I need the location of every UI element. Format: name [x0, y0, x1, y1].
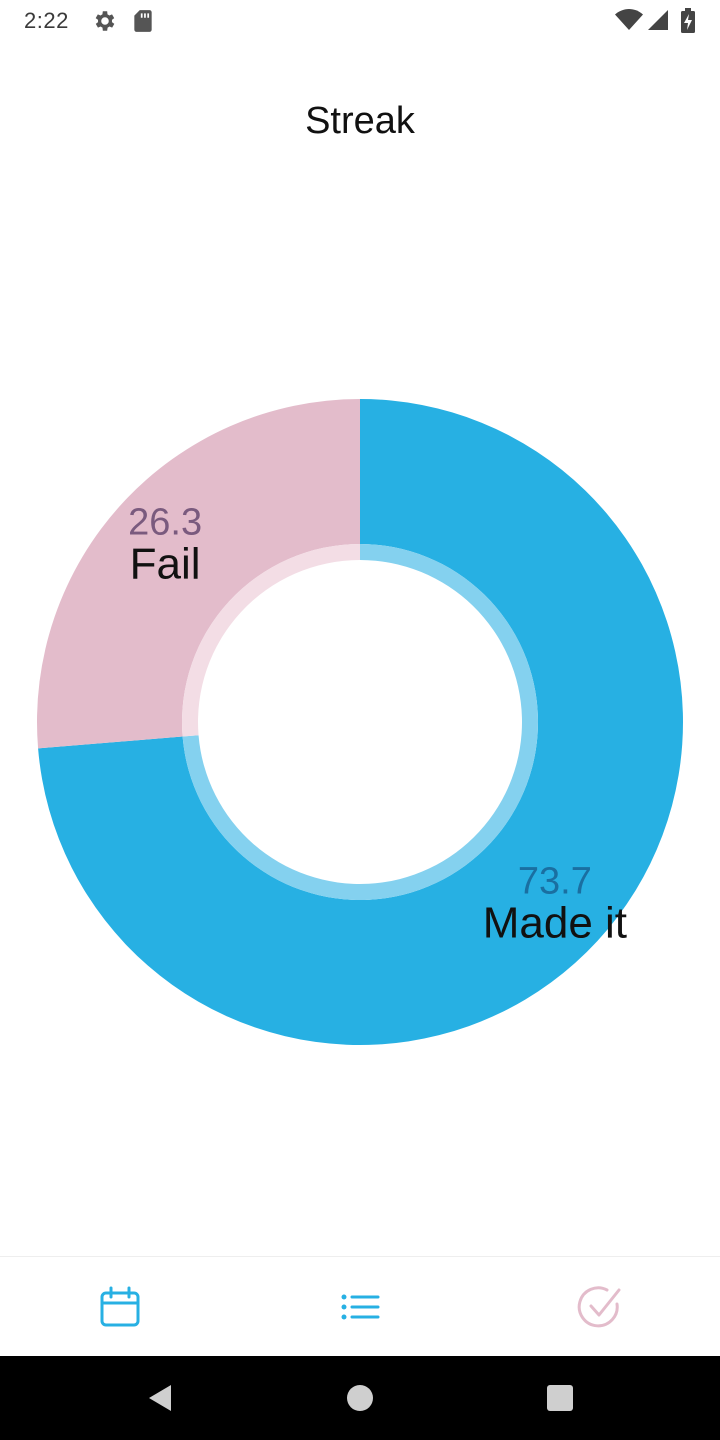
home-icon [347, 1385, 373, 1411]
status-time: 2:22 [24, 8, 69, 33]
slice-fail[interactable] [37, 399, 360, 749]
system-home-button[interactable] [300, 1356, 420, 1440]
slice-made-it[interactable] [38, 399, 683, 1045]
data-label-value-fail: 26.3 [128, 501, 202, 543]
battery-charging-icon [680, 8, 696, 34]
nav-item-list[interactable] [240, 1257, 480, 1357]
recents-icon [547, 1385, 573, 1411]
list-icon [341, 1294, 380, 1320]
status-bar: 2:22 [0, 0, 720, 44]
system-back-button[interactable] [100, 1356, 220, 1440]
back-icon [149, 1385, 171, 1411]
slice-inner-ring-fail [181, 544, 360, 737]
bottom-navigation [0, 1256, 720, 1357]
nav-item-done[interactable] [480, 1257, 720, 1357]
data-label-category-fail: Fail [130, 539, 201, 588]
sd-card-icon [132, 8, 158, 34]
calendar-icon [100, 1286, 140, 1327]
signal-icon [646, 8, 672, 34]
gear-icon [92, 8, 118, 34]
streak-chart: 73.7 Made it 26.3 Fail [0, 360, 720, 1080]
data-label-category-made-it: Made it [483, 899, 627, 948]
wifi-icon [614, 8, 644, 34]
page-title: Streak [305, 100, 415, 142]
data-label-value-made-it: 73.7 [518, 861, 592, 903]
check-circle-icon [577, 1286, 621, 1328]
system-navigation-bar [0, 1356, 720, 1440]
system-recents-button[interactable] [500, 1356, 620, 1440]
nav-item-calendar[interactable] [0, 1257, 240, 1357]
